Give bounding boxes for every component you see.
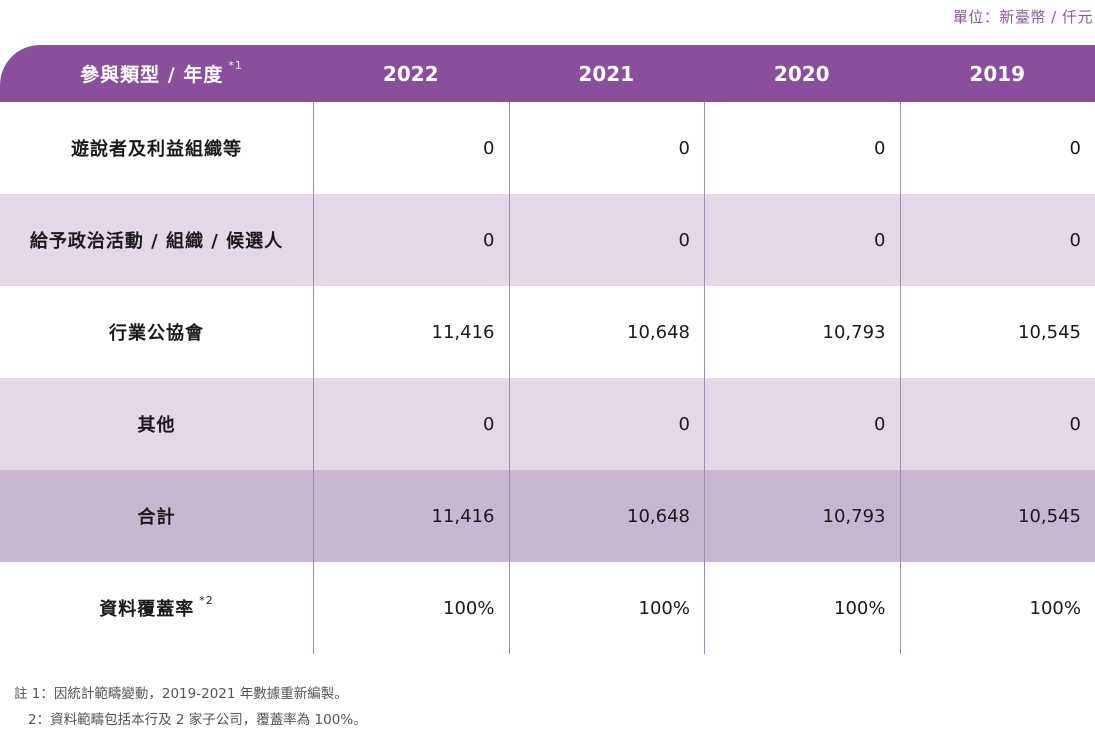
row-value-2019: 0 (899, 378, 1095, 470)
table-row-trade-associations: 行業公協會 11,416 10,648 10,793 10,545 (0, 286, 1095, 378)
row-footnote-marker: *2 (199, 593, 214, 607)
row-value-2022: 100% (313, 562, 509, 654)
political-contribution-table: 參與類型 / 年度 *1 2022 2021 2020 2019 遊說者及利益組織… (0, 45, 1095, 654)
row-value-2021: 0 (508, 194, 705, 286)
row-label: 合計 (137, 507, 176, 528)
row-label: 資料覆蓋率 (99, 599, 195, 620)
row-value-2022: 11,416 (313, 470, 509, 562)
row-value-2019: 100% (899, 562, 1095, 654)
header-year-2020: 2020 (773, 61, 830, 86)
table-row-political-campaigns: 給予政治活動 / 組織 / 候選人 0 0 0 0 (0, 194, 1095, 286)
row-value-2021: 0 (508, 378, 705, 470)
footnote-2: 2：資料範疇包括本行及 2 家子公司，覆蓋率為 100%。 (28, 712, 367, 728)
table-row-coverage: 資料覆蓋率 *2 100% 100% 100% 100% (0, 562, 1095, 654)
header-year-2022: 2022 (382, 61, 439, 86)
header-category-label: 參與類型 / 年度 (80, 64, 224, 86)
header-category-cell: 參與類型 / 年度 *1 (0, 45, 313, 102)
row-value-2022: 0 (313, 102, 509, 194)
row-value-2022: 11,416 (313, 286, 509, 378)
row-value-2022: 0 (313, 378, 509, 470)
row-value-2021: 100% (508, 562, 705, 654)
row-label: 遊說者及利益組織等 (71, 139, 242, 160)
unit-label: 單位：新臺幣 / 仟元 (952, 8, 1093, 26)
row-value-2022: 0 (313, 194, 509, 286)
row-label: 行業公協會 (109, 323, 204, 344)
row-value-2020: 0 (704, 378, 900, 470)
table-row-other: 其他 0 0 0 0 (0, 378, 1095, 470)
row-value-2019: 10,545 (899, 470, 1095, 562)
row-label: 給予政治活動 / 組織 / 候選人 (29, 231, 284, 252)
row-value-2020: 10,793 (704, 286, 900, 378)
row-value-2019: 0 (899, 194, 1095, 286)
table-row-lobbying: 遊說者及利益組織等 0 0 0 0 (0, 102, 1095, 194)
row-value-2019: 10,545 (899, 286, 1095, 378)
table-header-row: 參與類型 / 年度 *1 2022 2021 2020 2019 (0, 45, 1095, 102)
header-footnote-marker: *1 (228, 59, 243, 72)
row-value-2021: 10,648 (508, 470, 705, 562)
row-value-2021: 0 (508, 102, 705, 194)
footnotes: 註 1：因統計範疇變動，2019-2021 年數據重新編製。 2：資料範疇包括本… (14, 681, 367, 733)
table-row-total: 合計 11,416 10,648 10,793 10,545 (0, 470, 1095, 562)
row-value-2020: 0 (704, 102, 900, 194)
row-value-2021: 10,648 (508, 286, 705, 378)
row-value-2019: 0 (899, 102, 1095, 194)
row-value-2020: 0 (704, 194, 900, 286)
row-value-2020: 100% (704, 562, 900, 654)
row-label: 其他 (137, 415, 176, 436)
row-value-2020: 10,793 (704, 470, 900, 562)
header-year-2021: 2021 (578, 61, 635, 86)
row-label-cell: 資料覆蓋率 *2 (0, 562, 313, 654)
header-year-2019: 2019 (969, 61, 1026, 86)
footnote-1: 註 1：因統計範疇變動，2019-2021 年數據重新編製。 (14, 686, 348, 702)
